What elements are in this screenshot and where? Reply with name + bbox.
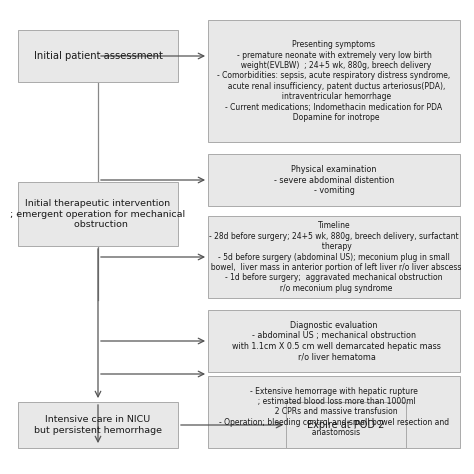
Text: - Extensive hemorrage with hepatic rupture
  ; estimated blood loss more than 10: - Extensive hemorrage with hepatic ruptu… xyxy=(219,387,449,438)
Text: Presenting symptoms
- premature neonate with extremely very low birth
  weight(E: Presenting symptoms - premature neonate … xyxy=(218,40,451,122)
FancyBboxPatch shape xyxy=(208,376,460,448)
Text: Diagnostic evaluation
- abdominal US ; mechanical obstruction
  with 1.1cm X 0.5: Diagnostic evaluation - abdominal US ; m… xyxy=(227,321,441,361)
FancyBboxPatch shape xyxy=(18,402,178,448)
Text: Timeline
- 28d before surgery; 24+5 wk, 880g, breech delivery, surfactant
  ther: Timeline - 28d before surgery; 24+5 wk, … xyxy=(206,221,462,293)
FancyBboxPatch shape xyxy=(208,20,460,142)
Text: Physical examination
- severe abdominal distention
- vomiting: Physical examination - severe abdominal … xyxy=(274,165,394,195)
Text: Intensive care in NICU
but persistent hemorrhage: Intensive care in NICU but persistent he… xyxy=(34,415,162,435)
Text: Expire at POD 2: Expire at POD 2 xyxy=(307,420,385,430)
FancyBboxPatch shape xyxy=(208,154,460,206)
FancyBboxPatch shape xyxy=(208,310,460,372)
FancyBboxPatch shape xyxy=(208,216,460,298)
FancyBboxPatch shape xyxy=(18,30,178,82)
FancyBboxPatch shape xyxy=(286,402,406,448)
Text: Initial therapeutic intervention
; emergent operation for mechanical
  obstructi: Initial therapeutic intervention ; emerg… xyxy=(10,199,185,229)
Text: Initial patient assessment: Initial patient assessment xyxy=(34,51,163,61)
FancyBboxPatch shape xyxy=(18,182,178,246)
